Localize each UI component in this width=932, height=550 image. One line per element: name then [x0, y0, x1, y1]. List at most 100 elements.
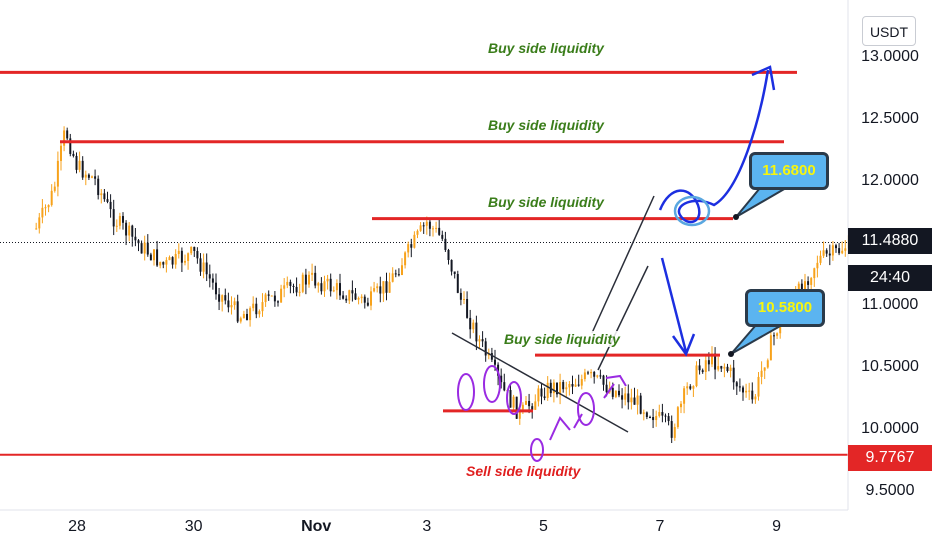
- candle-body: [224, 295, 227, 301]
- candle-body: [137, 240, 140, 244]
- candle-body: [763, 367, 766, 371]
- candle-body: [47, 205, 50, 208]
- candle-body: [565, 387, 568, 390]
- candle-body: [509, 390, 512, 408]
- candle-body: [766, 360, 769, 368]
- buy-side-liquidity-label-1: Buy side liquidity: [486, 40, 606, 56]
- candle-body: [121, 216, 124, 223]
- candle-body: [822, 250, 825, 256]
- candle-body: [360, 296, 363, 299]
- candle-body: [351, 290, 354, 294]
- candle-body: [87, 174, 90, 178]
- price-marker-loop: [506, 381, 522, 415]
- channel-lower-line: [597, 265, 649, 371]
- candle-body: [701, 370, 704, 372]
- candle-body: [723, 366, 726, 369]
- candle-body: [825, 250, 828, 254]
- candle-body: [512, 396, 515, 408]
- candle-body: [481, 339, 484, 342]
- candle-body: [165, 260, 168, 265]
- candle-body: [255, 303, 258, 315]
- candle-body: [834, 245, 837, 249]
- candle-body: [354, 293, 357, 300]
- candle-body: [627, 393, 630, 403]
- candle-body: [292, 285, 295, 287]
- candle-body: [720, 366, 723, 369]
- candle-body: [655, 415, 658, 421]
- x-tick-label: 30: [185, 518, 203, 535]
- candle-body: [559, 382, 562, 395]
- candle-body: [208, 274, 211, 279]
- candle-body: [100, 193, 103, 196]
- candle-body: [190, 246, 193, 254]
- candle-body: [475, 322, 478, 342]
- candle-body: [335, 283, 338, 291]
- candle-body: [125, 222, 128, 236]
- candle-body: [636, 395, 639, 405]
- candle-body: [363, 296, 366, 303]
- candle-body: [366, 302, 369, 306]
- candle-body: [710, 353, 713, 365]
- candle-body: [670, 421, 673, 438]
- candle-body: [528, 400, 531, 407]
- candle-body: [236, 301, 239, 322]
- x-tick-label: 7: [656, 518, 665, 535]
- candle-body: [667, 416, 670, 422]
- candle-body: [270, 295, 273, 297]
- candle-body: [298, 291, 301, 293]
- candle-body: [776, 333, 779, 336]
- candle-body: [94, 176, 97, 179]
- candle-body: [624, 393, 627, 400]
- candle-body: [593, 371, 596, 377]
- candle-body: [676, 407, 679, 428]
- candle-body: [273, 295, 276, 302]
- candlesticks: [35, 126, 859, 444]
- candle-body: [621, 395, 624, 400]
- candle-body: [754, 396, 757, 400]
- candle-body: [580, 379, 583, 386]
- candle-body: [599, 375, 602, 377]
- candle-body: [577, 384, 580, 386]
- candle-body: [614, 390, 617, 397]
- candle-body: [357, 298, 360, 300]
- candle-body: [686, 386, 689, 389]
- candle-body: [44, 207, 47, 209]
- candle-body: [748, 390, 751, 392]
- candle-body: [524, 400, 527, 405]
- candle-body: [726, 366, 729, 372]
- candle-body: [227, 300, 230, 308]
- candle-body: [376, 286, 379, 289]
- candle-body: [410, 244, 413, 248]
- buy-side-liquidity-label-2: Buy side liquidity: [486, 117, 606, 133]
- candle-body: [586, 372, 589, 374]
- candle-body: [75, 155, 78, 170]
- candle-body: [338, 283, 341, 296]
- currency-selector[interactable]: USDT: [862, 16, 916, 46]
- candle-body: [317, 283, 320, 286]
- candle-body: [503, 382, 506, 391]
- candle-body: [348, 290, 351, 301]
- x-tick-label: Nov: [301, 518, 331, 535]
- x-tick-label: 28: [68, 518, 86, 535]
- candle-body: [301, 274, 304, 292]
- target-callout-lower: 10.5800: [745, 289, 825, 327]
- candle-body: [438, 227, 441, 235]
- candle-body: [605, 384, 608, 393]
- x-tick-label: 9: [772, 518, 781, 535]
- candle-body: [388, 281, 391, 293]
- candle-body: [276, 301, 279, 303]
- candle-body: [816, 262, 819, 269]
- candle-body: [819, 255, 822, 263]
- y-tick-label: 12.5000: [861, 110, 919, 127]
- candle-body: [466, 299, 469, 318]
- candle-body: [314, 272, 317, 286]
- descending-trendline: [451, 332, 629, 433]
- y-tick-label: 9.5000: [866, 482, 915, 499]
- candle-body: [714, 353, 717, 370]
- candle-body: [382, 281, 385, 294]
- candle-body: [602, 375, 605, 385]
- candle-body: [698, 365, 701, 371]
- candle-body: [152, 249, 155, 261]
- candle-body: [391, 273, 394, 282]
